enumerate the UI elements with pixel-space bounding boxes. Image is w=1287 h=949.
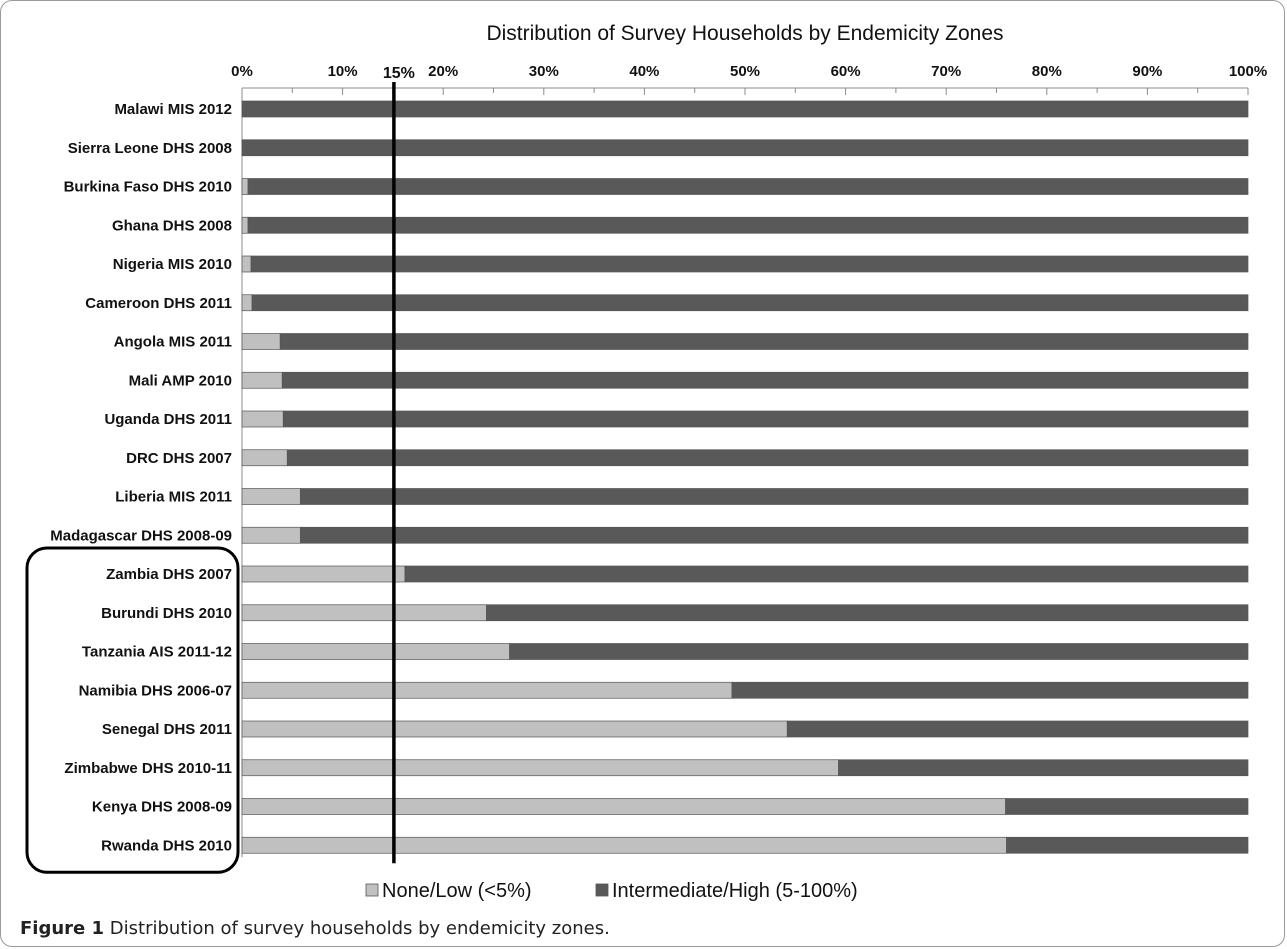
caption-text: Distribution of survey households by end… (109, 918, 610, 939)
bar-segment-none-low (241, 643, 510, 660)
x-tick-label: 70% (931, 63, 961, 80)
category-label: Uganda DHS 2011 (104, 411, 232, 428)
bar-segment-intermediate-high (286, 449, 1249, 467)
bar-segment-intermediate-high (838, 759, 1249, 777)
figure-caption: Figure 1 Distribution of survey househol… (20, 918, 610, 939)
category-label: Burundi DHS 2010 (101, 605, 232, 622)
category-label: Tanzania AIS 2011-12 (82, 644, 232, 661)
bar-segment-none-low (241, 488, 301, 505)
bar-segment-intermediate-high (731, 681, 1249, 699)
x-tick-label: 30% (529, 63, 559, 80)
bar-segment-intermediate-high (282, 410, 1249, 428)
category-label: Malawi MIS 2012 (114, 101, 232, 118)
bar-segment-intermediate-high (404, 565, 1249, 583)
category-label: Zimbabwe DHS 2010-11 (64, 760, 232, 777)
bar-segment-none-low (241, 836, 1007, 854)
bar-segment-intermediate-high (279, 333, 1249, 350)
bar-segment-none-low (241, 410, 284, 428)
bar-segment-none-low (241, 604, 487, 622)
category-label: DRC DHS 2007 (126, 450, 232, 467)
bar-segment-none-low (241, 255, 252, 273)
category-label: Kenya DHS 2008-09 (92, 799, 232, 816)
reference-line-group: 15% (383, 65, 415, 864)
category-label: Sierra Leone DHS 2008 (68, 140, 232, 157)
category-label: Nigeria MIS 2010 (113, 256, 232, 273)
x-tick-label: 50% (730, 63, 760, 80)
bar-segment-none-low (241, 798, 1006, 815)
reference-line-label: 15% (383, 65, 415, 82)
bar-segment-none-low (241, 720, 788, 738)
category-label: Ghana DHS 2008 (112, 217, 232, 234)
highlight-box-group (25, 546, 240, 874)
category-label: Zambia DHS 2007 (106, 566, 232, 583)
bar-segment-intermediate-high (299, 526, 1249, 544)
x-tick-label: 10% (328, 63, 358, 80)
bar-segment-none-low (241, 759, 839, 777)
legend: None/Low (<5%) Intermediate/High (5-100%) (365, 880, 858, 902)
x-tick-label: 90% (1132, 63, 1162, 80)
legend-swatch (365, 883, 379, 897)
bar-segment-none-low (241, 294, 253, 312)
category-label: Cameroon DHS 2011 (85, 295, 232, 312)
legend-label: None/Low (<5%) (382, 880, 532, 902)
category-label: Mali AMP 2010 (129, 372, 232, 389)
category-label: Liberia MIS 2011 (115, 489, 232, 506)
legend-label: Intermediate/High (5-100%) (612, 880, 858, 902)
bar-segment-none-low (241, 526, 301, 544)
bar-segment-none-low (241, 565, 406, 583)
category-label: Senegal DHS 2011 (102, 721, 232, 738)
x-tick-label: 20% (428, 63, 458, 80)
legend-swatch (595, 883, 609, 897)
category-labels: Malawi MIS 2012 Sierra Leone DHS 2008 Burk… (50, 101, 232, 854)
bar-segment-intermediate-high (247, 178, 1249, 195)
bar-segment-intermediate-high (241, 100, 1249, 118)
bar-segment-intermediate-high (509, 643, 1249, 660)
bar-segment-intermediate-high (1005, 798, 1249, 815)
bar-segment-none-low (241, 178, 249, 195)
category-label: Burkina Faso DHS 2010 (64, 179, 232, 196)
x-tick-label: 80% (1032, 63, 1062, 80)
bar-segment-intermediate-high (247, 216, 1249, 234)
bar-segment-none-low (241, 333, 281, 350)
x-tick-label: 100% (1229, 63, 1267, 80)
bar-segment-intermediate-high (786, 720, 1249, 738)
chart-title: Distribution of Survey Households by End… (486, 22, 1003, 45)
bar-segment-intermediate-high (241, 139, 1249, 157)
category-label: Madagascar DHS 2008-09 (50, 527, 232, 544)
bar-segment-none-low (241, 371, 283, 389)
bar-segment-intermediate-high (486, 604, 1249, 622)
bar-segment-none-low (241, 681, 733, 699)
bar-segment-intermediate-high (299, 488, 1249, 505)
caption-label: Figure 1 (20, 918, 105, 939)
bar-segment-intermediate-high (1006, 836, 1249, 854)
bar-segment-intermediate-high (281, 371, 1249, 389)
bar-segment-none-low (241, 449, 288, 467)
x-tick-label: 40% (629, 63, 659, 80)
x-tick-label: 60% (831, 63, 861, 80)
category-label: Rwanda DHS 2010 (101, 837, 232, 854)
category-label: Namibia DHS 2006-07 (79, 682, 232, 699)
category-label: Angola MIS 2011 (114, 334, 232, 351)
bars-group (241, 100, 1249, 854)
highlight-box (25, 546, 240, 874)
x-tick-label: 0% (231, 63, 253, 80)
bar-segment-intermediate-high (251, 294, 1249, 312)
x-axis: 0% 10% 20% 30% 40% 50% 60% 70% 80% 90% 100% (231, 63, 1267, 858)
bar-segment-intermediate-high (250, 255, 1249, 273)
bar-segment-none-low (241, 216, 249, 234)
